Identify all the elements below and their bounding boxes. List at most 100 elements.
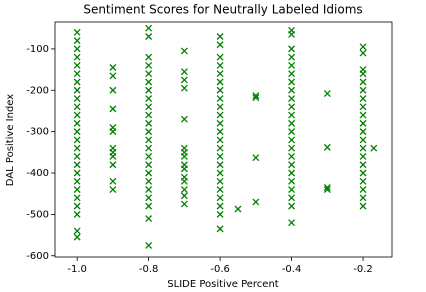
point [216,136,224,144]
point [288,161,296,169]
point [370,144,378,152]
point [145,136,153,144]
point [180,186,188,194]
point [288,30,296,38]
point [180,177,188,185]
x-tick-label: -0.4 [282,264,302,275]
y-tick-label: -500 [26,209,49,220]
point [323,184,331,191]
point [180,68,188,76]
point [73,144,81,152]
point [216,153,224,160]
point [216,119,224,127]
point [73,186,81,194]
point [252,94,260,102]
point [288,144,296,152]
point [359,153,367,160]
point [145,103,153,111]
point [145,86,153,94]
point [216,103,224,111]
point [359,43,367,51]
point [73,227,81,235]
point [359,194,367,202]
point [288,103,296,111]
point [359,70,367,78]
point [73,95,81,102]
point [73,103,81,111]
point [323,143,331,151]
point [288,111,296,119]
point [109,177,117,185]
point [216,202,224,210]
point [180,47,188,55]
point [73,70,81,78]
y-tick-label: -300 [26,127,49,138]
point [288,219,296,227]
point [145,177,153,185]
point [145,24,153,32]
point [145,95,153,102]
chart-title: Sentiment Scores for Neutrally Labeled I… [83,3,362,17]
point [109,86,117,94]
point [73,194,81,202]
point [288,194,296,202]
point [359,186,367,194]
point [216,144,224,152]
point [359,161,367,169]
point [288,153,296,160]
point [359,177,367,185]
point [73,37,81,45]
point [145,161,153,169]
x-tick-label: -0.6 [210,264,230,275]
point [73,78,81,86]
point [180,115,188,123]
point [145,78,153,86]
point [288,53,296,61]
point [323,186,331,194]
point [180,76,188,84]
point [288,95,296,102]
point [288,45,296,53]
point [359,202,367,210]
point [73,210,81,218]
point [216,61,224,69]
y-axis-label: DAL Positive Index [5,94,16,186]
point [109,64,117,71]
point [216,186,224,194]
point [109,72,117,80]
point [252,154,260,162]
point [216,86,224,94]
point [216,194,224,202]
point [288,61,296,69]
point [109,161,117,169]
point [288,136,296,144]
y-tick-label: -400 [26,168,49,179]
point [145,153,153,160]
point [180,192,188,200]
point [145,119,153,127]
point [145,61,153,69]
y-tick-label: -200 [26,85,49,96]
point [145,202,153,210]
point [359,128,367,136]
point [73,119,81,127]
point [73,61,81,69]
point [145,111,153,119]
point [73,128,81,136]
point [288,119,296,127]
point [180,165,188,173]
point [180,84,188,92]
point [216,210,224,218]
point [359,86,367,94]
point [145,33,153,40]
point [216,53,224,61]
point [73,86,81,94]
y-tick-label: -100 [26,44,49,55]
point [216,169,224,177]
point [359,144,367,152]
x-tick-label: -1.0 [67,264,87,275]
point [73,153,81,160]
plot-frame [54,21,393,258]
point [73,28,81,36]
